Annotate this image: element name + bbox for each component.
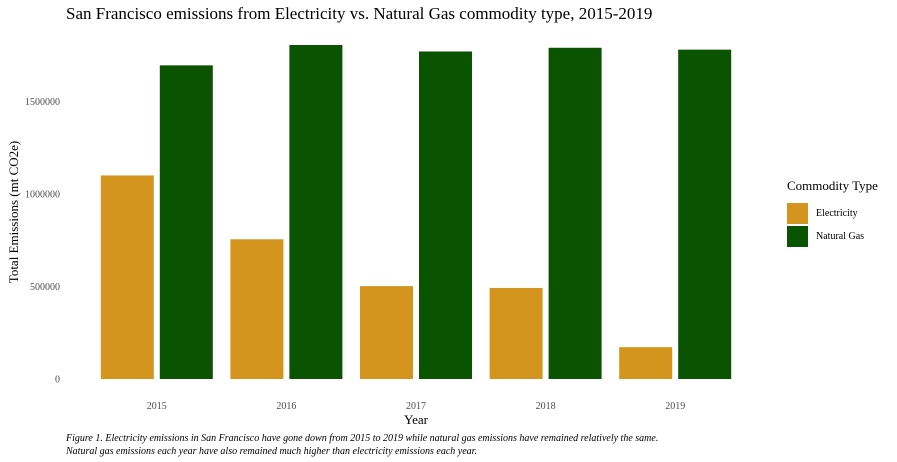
legend-item-electricity: Electricity (787, 202, 878, 224)
x-tick-label: 2015 (147, 401, 167, 412)
bars (100, 45, 732, 380)
chart-title: San Francisco emissions from Electricity… (66, 4, 653, 23)
x-tick-label: 2019 (665, 401, 685, 412)
x-axis-title: Year (404, 412, 429, 427)
legend-label-electricity: Electricity (816, 207, 858, 219)
y-tick-label: 1000000 (25, 189, 60, 200)
y-tick-label: 0 (55, 375, 60, 386)
caption-line-1: Figure 1. Electricity emissions in San F… (66, 433, 659, 444)
y-axis-ticks: 0 500000 1000000 1500000 (25, 97, 60, 386)
x-axis-ticks: 2015 2016 2017 2018 2019 (147, 401, 685, 412)
bar-natural-gas-2019 (678, 49, 732, 379)
legend-swatch-electricity (787, 202, 808, 224)
legend-title: Commodity Type (787, 178, 878, 193)
bar-electricity-2016 (230, 239, 284, 379)
caption-line-2: Natural gas emissions each year have als… (66, 446, 477, 457)
bar-electricity-2015 (100, 175, 154, 379)
bar-electricity-2019 (619, 347, 673, 379)
y-tick-label: 1500000 (25, 97, 60, 108)
legend-item-natural-gas: Natural Gas (787, 225, 878, 247)
bar-natural-gas-2017 (419, 51, 472, 380)
bar-natural-gas-2016 (289, 45, 343, 379)
bar-electricity-2018 (489, 287, 543, 379)
legend-label-natural-gas: Natural Gas (816, 230, 865, 242)
x-tick-label: 2018 (536, 401, 556, 412)
y-axis-title: Total Emissions (mt CO2e) (6, 141, 21, 283)
legend-swatch-natural-gas (787, 225, 808, 247)
x-tick-label: 2016 (276, 401, 296, 412)
bar-natural-gas-2015 (159, 65, 213, 380)
bar-natural-gas-2018 (548, 47, 602, 379)
y-tick-label: 500000 (30, 282, 60, 293)
bar-electricity-2017 (360, 286, 413, 379)
legend: Commodity Type Electricity Natural Gas (787, 178, 878, 248)
figure-caption: Figure 1. Electricity emissions in San F… (66, 432, 658, 458)
x-tick-label: 2017 (406, 401, 426, 412)
